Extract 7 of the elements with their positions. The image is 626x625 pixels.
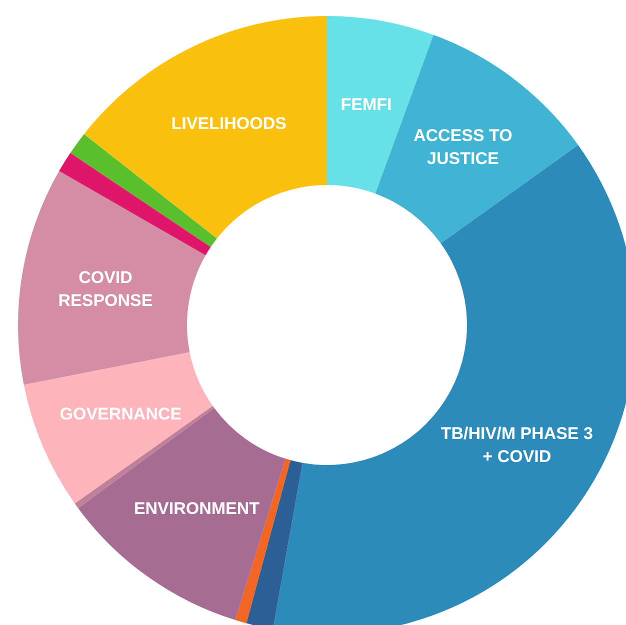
- slice-label: ACCESS TO JUSTICE: [413, 125, 512, 168]
- slice-label: TB/HIV/M PHASE 3 + COVID: [440, 424, 593, 466]
- slice-label: GOVERNANCE: [60, 404, 182, 424]
- slice-label: COVID RESPONSE: [58, 267, 153, 310]
- slice-label: FEMFI: [340, 94, 392, 114]
- slice-label: ENVIRONMENT: [134, 498, 260, 518]
- slice-label: LIVELIHOODS: [171, 114, 286, 133]
